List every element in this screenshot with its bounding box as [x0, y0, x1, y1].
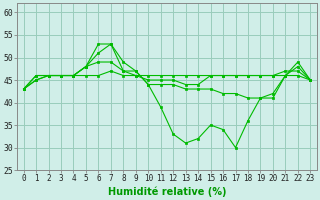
X-axis label: Humidité relative (%): Humidité relative (%) — [108, 186, 226, 197]
